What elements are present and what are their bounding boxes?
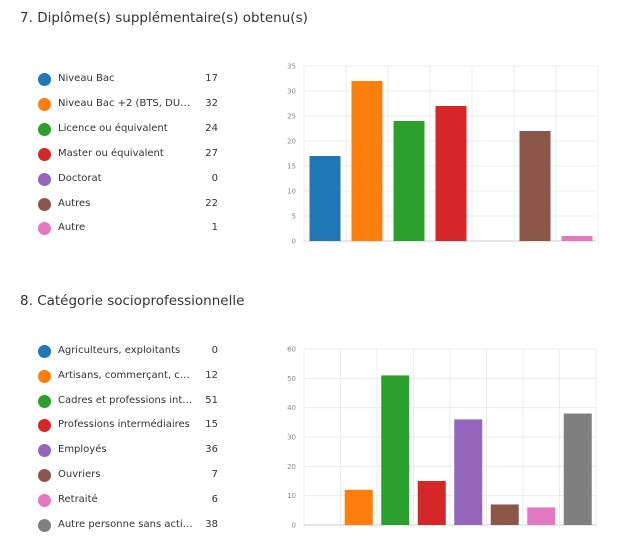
y-tick-label: 20 — [287, 463, 296, 471]
legend-color-dot — [38, 444, 51, 458]
y-tick-label: 5 — [292, 213, 296, 221]
legend-item: Niveau Bac +2 (BTS, DUT, Un...32 — [38, 97, 238, 113]
y-tick-label: 15 — [287, 163, 296, 171]
question-8-title: 8. Catégorie socioprofessionnelle — [20, 293, 244, 309]
legend-value: 12 — [205, 369, 218, 381]
y-tick-label: 35 — [287, 63, 296, 71]
question-8-text: Catégorie socioprofessionnelle — [37, 293, 245, 309]
legend-color-dot — [38, 469, 51, 482]
legend-item: Agriculteurs, exploitants 0 — [38, 344, 238, 360]
legend-value: 15 — [205, 419, 218, 431]
legend-color-dot — [38, 122, 51, 136]
legend-item: Artisans, commerçant, chef d'...12 — [38, 369, 238, 385]
legend-item: Employés 36 — [38, 443, 238, 459]
legend-item: Autre 1 — [38, 221, 238, 237]
y-tick-label: 0 — [292, 522, 296, 530]
legend-item: Autres 22 — [38, 197, 238, 213]
legend-color-dot — [38, 172, 51, 186]
bar[interactable] — [417, 481, 446, 525]
bar[interactable] — [309, 156, 341, 241]
legend-item: Licence ou équivalent 24 — [38, 122, 238, 138]
legend-value: 0 — [211, 345, 218, 356]
legend-color-dot — [38, 369, 51, 383]
y-tick-label: 40 — [287, 404, 296, 412]
y-tick-label: 25 — [287, 113, 296, 121]
question-7-number: 7. — [20, 10, 33, 26]
legend-color-dot — [38, 345, 51, 358]
bar[interactable] — [351, 81, 383, 241]
legend-value: 22 — [205, 197, 218, 209]
legend-color-dot — [38, 518, 51, 532]
y-tick-label: 10 — [287, 188, 296, 196]
legend-item: Cadres et professions intellect...51 — [38, 394, 238, 410]
bar[interactable] — [490, 504, 519, 525]
bar[interactable] — [563, 413, 592, 525]
bar[interactable] — [454, 419, 483, 525]
bar[interactable] — [344, 489, 373, 525]
legend-item: Doctorat 0 — [38, 172, 238, 188]
legend-value: 7 — [211, 469, 218, 480]
legend-color-dot — [38, 73, 51, 86]
question-7-title: 7. Diplôme(s) supplémentaire(s) obtenu(s… — [20, 10, 308, 26]
legend-color-dot — [38, 222, 51, 236]
bar[interactable] — [393, 121, 425, 241]
question-7-text: Diplôme(s) supplémentaire(s) obtenu(s) — [37, 10, 308, 26]
legend-value: 0 — [211, 172, 218, 184]
legend-value: 38 — [205, 518, 218, 530]
legend-item: Retraité 6 — [38, 493, 238, 509]
legend-value: 17 — [205, 73, 218, 84]
legend-color-dot — [38, 419, 51, 433]
bar[interactable] — [435, 106, 467, 241]
y-tick-label: 50 — [287, 375, 296, 383]
legend-value: 6 — [211, 493, 218, 505]
legend-color-dot — [38, 394, 51, 408]
legend-color-dot — [38, 147, 51, 161]
legend-value: 36 — [205, 444, 218, 456]
question-8-number: 8. — [20, 293, 33, 309]
legend-value: 1 — [211, 222, 218, 234]
legend-value: 24 — [205, 122, 218, 134]
bar[interactable] — [561, 236, 593, 241]
y-tick-label: 10 — [287, 492, 296, 500]
y-tick-label: 60 — [287, 346, 296, 354]
legend-color-dot — [38, 197, 51, 211]
y-tick-label: 30 — [287, 434, 296, 442]
legend-item: Autre personne sans activité ...38 — [38, 518, 238, 534]
legend-item: Niveau Bac 17 — [38, 72, 238, 88]
legend-item: Master ou équivalent 27 — [38, 147, 238, 163]
legend-color-dot — [38, 97, 51, 111]
bar[interactable] — [381, 375, 410, 525]
bar[interactable] — [527, 507, 556, 525]
legend-item: Ouvriers 7 — [38, 468, 238, 484]
legend-value: 51 — [205, 394, 218, 406]
bar[interactable] — [519, 131, 551, 241]
legend-value: 27 — [205, 147, 218, 159]
y-tick-label: 20 — [287, 138, 296, 146]
legend-color-dot — [38, 493, 51, 507]
legend-value: 32 — [205, 97, 218, 109]
legend-item: Professions intermédiaires 15 — [38, 418, 238, 434]
y-tick-label: 30 — [287, 88, 296, 96]
y-tick-label: 0 — [292, 238, 296, 246]
